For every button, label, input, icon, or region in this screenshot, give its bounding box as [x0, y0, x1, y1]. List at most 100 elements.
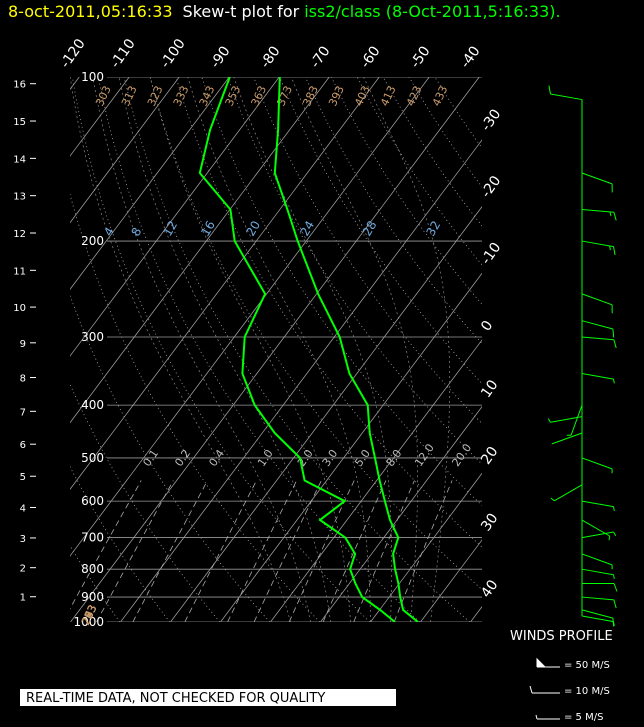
isotherm: [70, 77, 230, 290]
isotherm: [220, 272, 482, 622]
height-label: 1: [20, 593, 26, 604]
wind-barb: [581, 336, 617, 349]
mixing-ratio-line: [96, 480, 174, 622]
wind-profile: WINDS PROFILE = 50 M/S = 10 M/S = 5 M/S: [510, 85, 618, 723]
wind-barb: [550, 484, 583, 502]
wind-barb: [547, 416, 583, 423]
dewpoint-line: [198, 77, 396, 622]
dry-adiabat: [227, 77, 482, 465]
height-label: 7: [20, 407, 26, 418]
wind-barb: [581, 172, 613, 193]
mixing-ratio-line: [227, 480, 297, 622]
isotherm: [70, 77, 430, 557]
isotherm: [70, 77, 330, 424]
height-label: 9: [20, 339, 26, 350]
mixing-ratio-line: [393, 480, 453, 622]
wind-barb: [581, 373, 615, 384]
mixing-ratio-line: [132, 480, 208, 622]
height-label: 10: [13, 303, 26, 314]
legend-barb-icon: [529, 685, 560, 694]
chart-title: 8-oct-2011,05:16:33 Skew-t plot for iss2/c…: [8, 2, 561, 21]
wind-barb: [581, 553, 613, 570]
legend-text: = 10 M/S: [564, 686, 610, 697]
height-label: 3: [20, 534, 26, 545]
isotherm: [320, 406, 482, 622]
moist-adiabat-label: 16: [198, 218, 218, 238]
wind-barb: [581, 568, 615, 579]
moist-adiabat: [92, 77, 311, 622]
isotherm: [170, 205, 482, 622]
source: iss2/class (8-Oct-2011,5:16:33).: [304, 2, 560, 21]
isotherm: [70, 77, 180, 224]
pressure-label: 800: [81, 562, 104, 576]
height-label: 14: [13, 154, 26, 165]
dry-adiabat: [149, 77, 482, 590]
pressure-label: 700: [81, 531, 104, 545]
wind-barb: [551, 432, 583, 445]
wind-barb: [581, 583, 618, 592]
height-label: 15: [13, 117, 26, 128]
legend-text: = 5 M/S: [564, 712, 603, 723]
wind-barb: [581, 320, 615, 338]
moist-adiabat-label: 24: [297, 218, 317, 238]
mixing-ratio-line: [353, 480, 415, 622]
wind-barb: [548, 85, 583, 101]
timestamp: 8-oct-2011,05:16:33: [8, 2, 173, 21]
height-label: 6: [20, 440, 26, 451]
dry-adiabat: [123, 77, 471, 622]
legend-text: = 50 M/S: [564, 660, 610, 671]
height-label: 11: [13, 266, 26, 277]
legend-half-barb-icon: [535, 714, 560, 720]
moist-adiabat-label: 12: [160, 218, 180, 238]
height-label: 2: [20, 564, 26, 575]
profiles: [198, 77, 419, 622]
moist-adiabat: [233, 77, 393, 622]
pressure-label: 500: [81, 451, 104, 465]
pressure-label: 300: [81, 330, 104, 344]
dry-adiabat: [71, 77, 371, 622]
height-label: 4: [20, 503, 26, 514]
footer: REAL-TIME DATA, NOT CHECKED FOR QUALITY: [26, 691, 325, 706]
dry-adiabat: [201, 77, 482, 506]
height-label: 8: [20, 374, 26, 385]
wind-barb: [581, 519, 611, 541]
dry-adiabat: [330, 77, 482, 305]
pressure-label: 900: [81, 590, 104, 604]
mixing-ratio-line: [184, 480, 257, 622]
dry-adiabat: [305, 77, 482, 345]
mixing-ratio-line: [70, 480, 142, 610]
wind-barb: [581, 500, 615, 511]
wind-barb: [581, 240, 616, 256]
pressure-label: 400: [81, 398, 104, 412]
moist-adiabat-label: 20: [243, 218, 263, 238]
wind-barb: [566, 404, 583, 436]
isotherm: [120, 139, 482, 622]
mixing-ratio-line: [288, 480, 355, 622]
isotherm: [70, 77, 280, 357]
height-label: 13: [13, 192, 26, 203]
wind-barb: [581, 293, 613, 314]
dry-adiabat: [253, 77, 482, 425]
isotherm: [370, 472, 482, 622]
legend-flag-icon: [536, 657, 560, 668]
pressure-label: 1000: [73, 615, 104, 629]
moist-adiabat-label: 28: [360, 218, 380, 238]
pressure-label: 200: [81, 234, 104, 248]
wind-barb: [581, 208, 617, 221]
dry-adiabat: [70, 192, 321, 622]
moist-adiabat-label: 32: [424, 218, 444, 238]
dry-adiabat: [279, 77, 482, 384]
pressure-label: 600: [81, 494, 104, 508]
height-label: 12: [13, 229, 26, 240]
wind-barb: [581, 596, 617, 609]
pressure-label: 100: [81, 70, 104, 84]
moist-adiabat: [290, 77, 419, 622]
title: Skew-t plot for: [183, 2, 300, 21]
temperature-line: [273, 77, 419, 622]
height-label: 16: [13, 80, 26, 91]
wind-barb: [581, 531, 617, 539]
mixing-ratio-line: [322, 480, 387, 622]
height-label: 5: [20, 472, 26, 483]
